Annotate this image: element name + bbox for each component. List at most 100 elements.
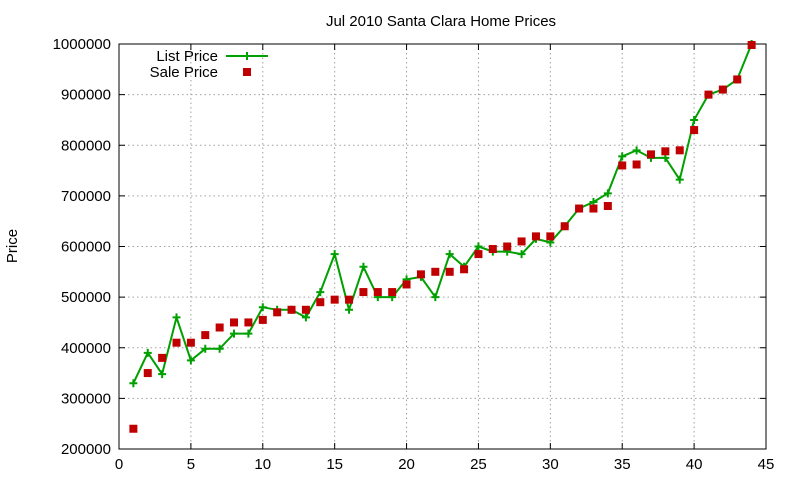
data-point [287,305,296,314]
data-point [215,344,224,353]
y-tick-label: 200000 [61,441,111,458]
y-axis-ticks: 200000 300000 400000 500000 600000 700000 8000… [53,36,766,458]
data-point [718,85,727,94]
data-point [244,318,253,327]
y-tick-label: 1000000 [53,36,111,53]
data-point [474,250,483,259]
data-point [158,370,167,379]
x-tick-label: 30 [542,456,559,473]
data-point [316,288,325,297]
data-point [330,250,339,259]
data-point [402,280,411,289]
x-tick-label: 15 [326,456,343,473]
chart-title: Jul 2010 Santa Clara Home Prices [326,13,556,30]
y-tick-label: 600000 [61,239,111,256]
y-tick-label: 400000 [61,340,111,357]
data-point [143,348,152,357]
legend-marker-swatch [243,68,251,76]
data-point [690,115,699,124]
data-point [503,242,512,251]
data-point [172,338,181,347]
x-tick-label: 10 [254,456,271,473]
data-point [172,313,181,322]
data-point [704,90,713,99]
data-point [201,331,210,340]
data-point [345,305,354,314]
data-point [273,308,282,317]
data-point [603,189,612,198]
data-point [488,245,497,254]
x-tick-label: 25 [470,456,487,473]
data-point [316,298,325,307]
y-tick-label: 800000 [61,137,111,154]
y-tick-label: 700000 [61,188,111,205]
x-tick-label: 35 [614,456,631,473]
data-point [431,267,440,276]
data-point [661,147,670,156]
data-point [632,160,641,169]
x-tick-label: 20 [398,456,415,473]
data-point [388,288,397,297]
data-point [258,303,267,312]
data-point [618,161,627,170]
data-point [747,41,756,50]
data-point [143,369,152,378]
data-point [603,202,612,210]
data-point [517,237,526,246]
data-point [431,293,440,302]
data-point [675,175,684,184]
y-tick-label: 900000 [61,87,111,104]
y-axis-label: Price [4,229,21,263]
series-sale-price [129,41,756,433]
data-point [646,150,655,159]
data-point [301,305,310,314]
data-point [675,146,684,155]
data-point [690,126,699,135]
data-point [129,379,138,388]
data-point [445,267,454,276]
y-tick-label: 300000 [61,390,111,407]
data-point [186,338,195,347]
data-point [373,288,382,297]
data-point [474,242,483,251]
data-point [575,204,584,213]
data-point [129,424,138,433]
data-point [618,152,627,161]
data-point [632,146,641,155]
x-tick-label: 40 [686,456,703,473]
data-point [330,295,339,304]
data-point [186,356,195,365]
y-tick-label: 500000 [61,289,111,306]
data-point [258,315,267,324]
data-point [416,270,425,279]
series-list-price [129,40,756,388]
data-point [158,353,167,362]
data-point [230,318,239,327]
data-point [589,204,598,213]
data-point [345,295,354,304]
data-point [445,250,454,259]
x-axis-ticks: 0 5 10 15 20 25 30 35 40 45 [115,44,775,473]
gridlines [119,44,766,449]
data-point [230,329,239,338]
data-point [546,232,555,241]
x-tick-label: 45 [758,456,775,473]
chart-series [129,40,756,433]
data-point [517,250,526,259]
data-point [359,262,368,271]
data-point [733,75,742,84]
data-point [244,329,253,338]
data-point [560,222,569,231]
data-point [201,344,210,353]
x-tick-label: 5 [187,456,195,473]
legend-label: List Price [156,48,218,65]
data-point [301,313,310,322]
data-point [460,265,469,274]
data-point [531,232,540,241]
legend-label: Sale Price [150,64,218,81]
x-tick-label: 0 [115,456,123,473]
data-point [215,323,224,332]
data-point [359,288,368,297]
